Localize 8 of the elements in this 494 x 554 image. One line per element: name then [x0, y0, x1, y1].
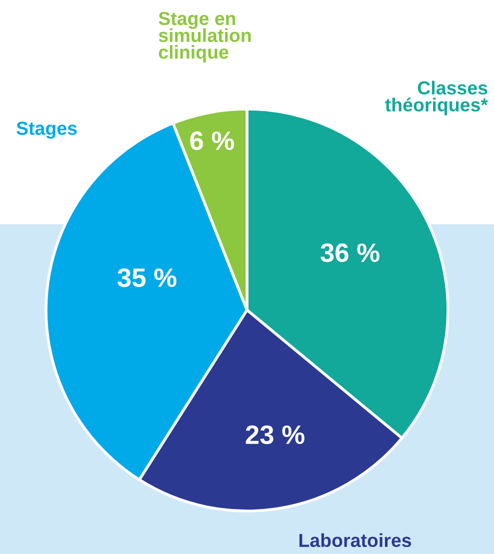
data-label: 23 % — [246, 425, 304, 444]
data-label: 6 % — [190, 131, 234, 150]
slice-label: Stage en simulation clinique — [158, 12, 251, 63]
data-label: 36 % — [320, 243, 380, 262]
slice-label: Classes théoriques* — [385, 80, 488, 116]
slice-label: Laboratoires — [299, 533, 412, 548]
slice-label: Stages — [16, 122, 77, 139]
data-label: 35 % — [118, 268, 176, 288]
